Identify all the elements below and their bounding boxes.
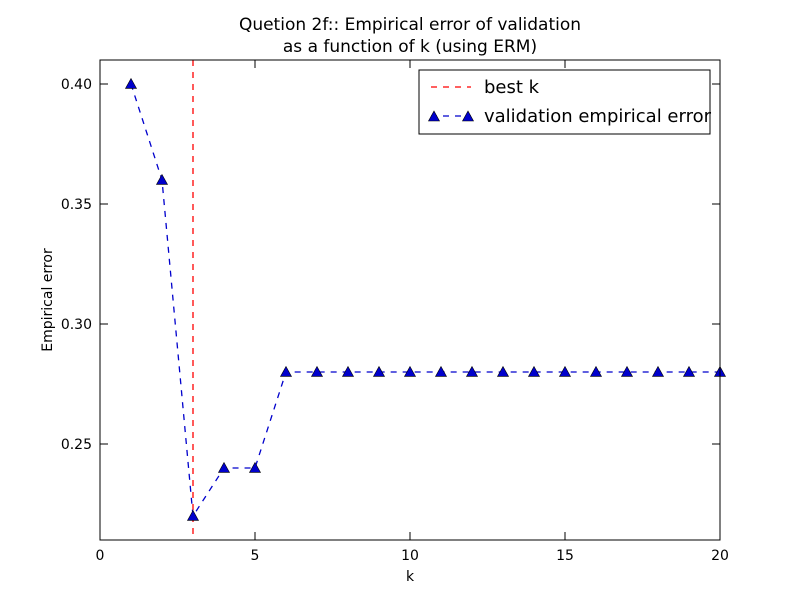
chart-title-line-1: Quetion 2f:: Empirical error of validati… xyxy=(239,15,581,35)
data-point-marker xyxy=(465,365,479,377)
data-point-marker xyxy=(279,365,293,377)
plot-frame xyxy=(99,59,721,541)
data-point-marker xyxy=(341,365,355,377)
data-point-marker xyxy=(155,173,169,185)
data-point-marker xyxy=(310,365,324,377)
y-tick-label: 0.35 xyxy=(61,197,92,213)
y-tick-label: 0.40 xyxy=(61,77,92,93)
data-point-marker xyxy=(124,77,138,89)
legend-validation-label: validation empirical error xyxy=(484,106,712,127)
x-axis-label: k xyxy=(406,569,415,585)
legend-box xyxy=(418,69,711,135)
data-point-marker xyxy=(589,365,603,377)
x-tick-label: 10 xyxy=(401,548,419,564)
series-line-validation-error xyxy=(130,83,720,518)
x-tick-label: 5 xyxy=(251,548,260,564)
legend-validation-marker-left xyxy=(427,110,441,122)
x-tick-label: 0 xyxy=(96,548,105,564)
legend-best-k-label: best k xyxy=(484,77,540,98)
plot-area xyxy=(100,60,720,540)
legend: best k validation empirical error xyxy=(418,69,712,135)
data-point-marker xyxy=(372,365,386,377)
x-tick-label: 15 xyxy=(556,548,574,564)
data-point-marker xyxy=(620,365,634,377)
data-point-marker xyxy=(434,365,448,377)
y-tick-label: 0.30 xyxy=(61,317,92,333)
data-point-marker xyxy=(186,509,200,521)
data-point-marker xyxy=(248,461,262,473)
legend-validation-marker-right xyxy=(461,110,475,122)
data-point-marker xyxy=(217,461,231,473)
data-point-marker xyxy=(496,365,510,377)
data-point-marker xyxy=(651,365,665,377)
chart-title-line-2: as a function of k (using ERM) xyxy=(283,37,537,57)
y-tick-label: 0.25 xyxy=(61,437,92,453)
x-tick-label: 20 xyxy=(711,548,729,564)
y-axis-label: Empirical error xyxy=(40,248,56,352)
data-point-marker xyxy=(527,365,541,377)
data-point-marker xyxy=(403,365,417,377)
data-point-marker xyxy=(682,365,696,377)
data-point-marker xyxy=(558,365,572,377)
